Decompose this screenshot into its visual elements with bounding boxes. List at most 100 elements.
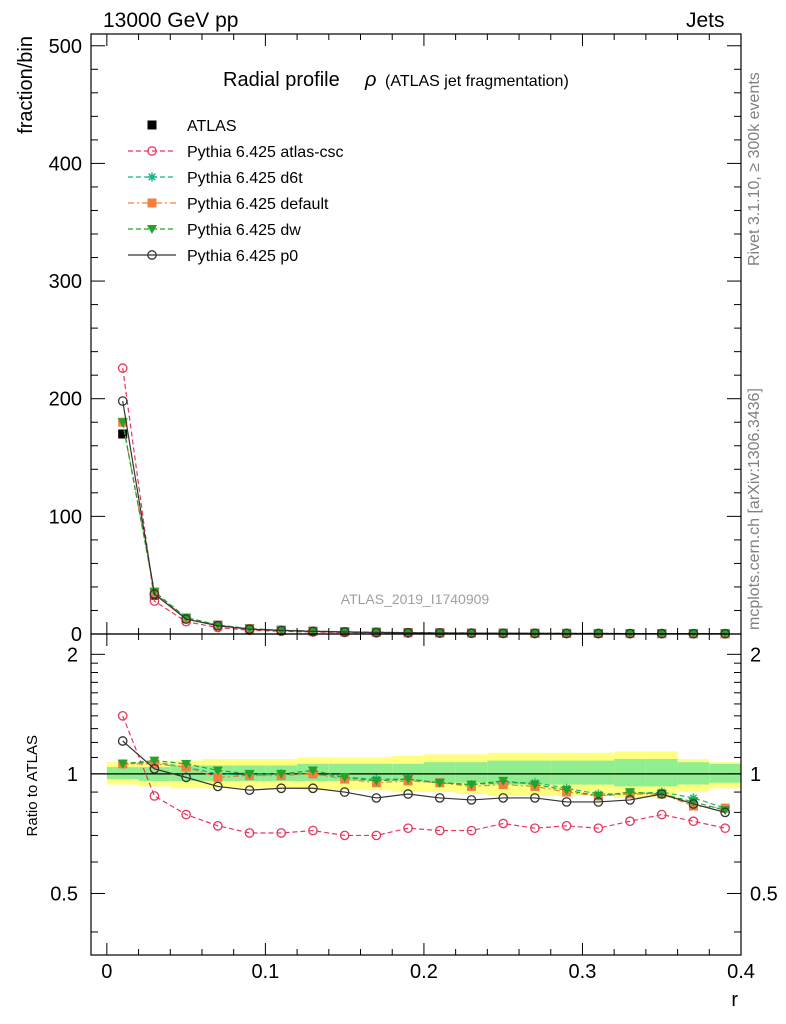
data-point	[276, 769, 287, 779]
legend-label: Pythia 6.425 d6t	[187, 170, 303, 187]
data-point	[561, 797, 572, 807]
ratio-y-axis-label: Ratio to ATLAS	[24, 735, 41, 836]
data-point	[213, 772, 223, 782]
y-tick-label: 500	[49, 36, 82, 58]
ratio-series-pythia-6-425-atlas-csc	[117, 710, 730, 841]
data-point	[403, 775, 414, 785]
data-point	[466, 780, 477, 790]
process-label: Jets	[686, 9, 725, 32]
ratio-y-tick-label: 0.5	[50, 883, 78, 905]
y-tick-label: 400	[49, 153, 82, 175]
inner-band-bin	[392, 763, 424, 781]
data-point	[117, 736, 128, 746]
inner-band-bin	[423, 762, 456, 783]
data-point	[688, 793, 698, 803]
x-tick-label: 0.1	[251, 961, 279, 983]
y-tick-label: 300	[49, 271, 82, 293]
data-point	[720, 807, 730, 818]
data-point	[403, 789, 413, 799]
data-point	[434, 793, 445, 803]
series-line	[122, 715, 726, 837]
data-point	[625, 816, 635, 827]
data-point	[117, 759, 128, 769]
legend-item: Pythia 6.425 atlas-csc	[128, 144, 344, 161]
data-point	[339, 830, 350, 841]
data-point	[339, 773, 350, 783]
data-point	[371, 776, 382, 786]
data-point	[244, 785, 255, 796]
ratio-y-tick-label: 2	[67, 644, 78, 666]
y-tick-label: 0	[71, 624, 82, 646]
data-point	[149, 791, 160, 801]
data-point	[688, 816, 699, 827]
ratio-series-pythia-6-425-p0	[117, 736, 730, 818]
data-point	[181, 772, 191, 783]
data-point	[339, 787, 350, 797]
data-point	[656, 789, 667, 799]
x-tick-label: 0.4	[727, 961, 755, 983]
data-point	[625, 795, 635, 805]
ratio-y-tick-label-right: 2	[750, 644, 761, 666]
data-point	[561, 786, 572, 796]
data-point	[212, 620, 223, 631]
legend: ATLAS Pythia 6.425 atlas-csc Pythia 6.425 …	[128, 118, 344, 265]
data-point	[529, 780, 540, 790]
series-line	[122, 763, 726, 809]
analysis-watermark: ATLAS_2019_I1740909	[341, 591, 490, 607]
data-point	[149, 589, 160, 599]
data-point	[656, 809, 667, 820]
inner-band-bin	[487, 760, 520, 785]
data-point	[625, 788, 636, 798]
legend-marker	[147, 225, 157, 234]
data-point	[308, 783, 318, 794]
data-point	[466, 825, 477, 836]
inner-band-bin	[614, 759, 646, 787]
legend-item: Pythia 6.425 dw	[128, 222, 301, 239]
legend-label: Pythia 6.425 dw	[187, 222, 301, 239]
data-point	[434, 778, 445, 788]
inner-band-bin	[550, 760, 583, 785]
axes: 0 0.1 0.2 0.3 0.4 0 100 200 300 400 500 0.5 0.5 1 1 2 2	[49, 33, 778, 983]
ratio-y-tick-label-right: 1	[750, 764, 761, 786]
inner-band-bin	[582, 760, 615, 785]
data-point	[244, 624, 255, 635]
inner-band-bin	[709, 763, 741, 783]
inner-band-bin	[106, 767, 139, 780]
inner-band-bin	[455, 762, 488, 783]
data-point	[371, 627, 382, 638]
x-axis-label: r	[731, 989, 738, 1011]
data-point	[593, 791, 604, 801]
data-point	[371, 830, 382, 841]
top-y-axis-label: fraction/bin	[15, 36, 37, 134]
x-tick-label: 0.2	[410, 961, 438, 983]
data-point	[149, 756, 160, 766]
data-point	[498, 628, 509, 639]
legend-item: Pythia 6.425 d6t	[128, 170, 303, 187]
chart-title: Radial profile	[223, 69, 340, 91]
data-point	[530, 628, 540, 639]
data-point	[434, 628, 445, 638]
data-point	[720, 823, 730, 834]
y-tick-label: 200	[49, 389, 82, 411]
data-point	[212, 766, 223, 776]
data-point	[276, 828, 287, 838]
data-point	[530, 823, 540, 834]
series-line	[122, 740, 726, 813]
data-point	[308, 626, 318, 637]
legend-label: ATLAS	[187, 118, 237, 135]
ratio-panel-series	[117, 710, 731, 841]
data-point	[403, 823, 413, 834]
inner-band-bin	[645, 759, 678, 787]
data-point	[498, 793, 509, 803]
inner-band-bin	[360, 763, 393, 781]
legend-item: ATLAS	[147, 118, 237, 135]
ratio-panel-frame	[90, 633, 742, 956]
legend-item: Pythia 6.425 p0	[128, 248, 298, 265]
data-point	[688, 799, 699, 809]
data-point	[244, 828, 255, 838]
data-point	[181, 809, 191, 820]
legend-label: Pythia 6.425 default	[187, 196, 329, 213]
chart-title-symbol: ρ	[364, 69, 376, 91]
legend-marker	[147, 198, 157, 208]
